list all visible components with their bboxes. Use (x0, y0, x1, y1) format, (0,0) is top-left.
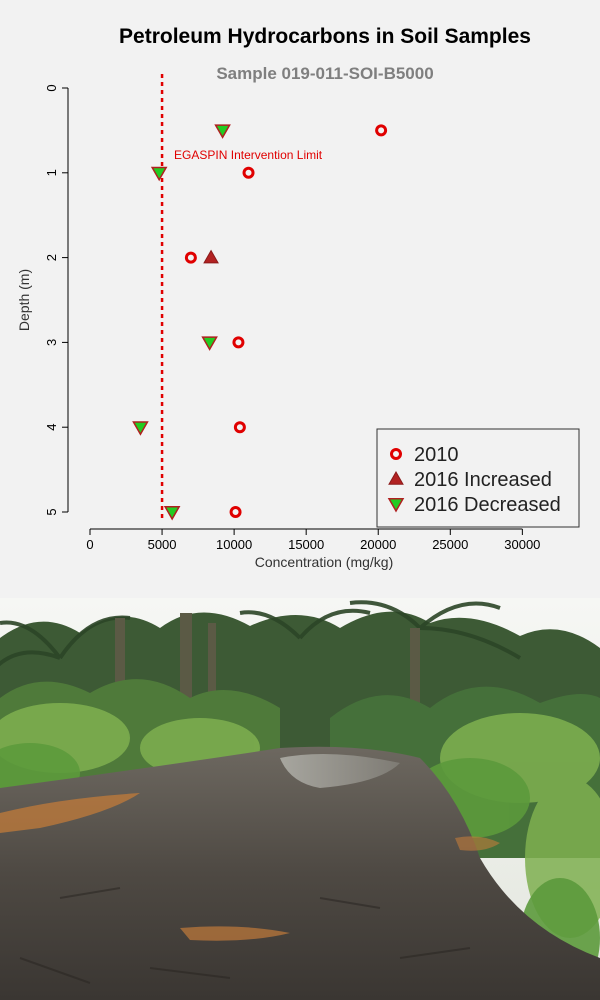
data-point-2010 (375, 124, 388, 137)
y-tick-label: 2 (44, 254, 59, 261)
axes: 0 5000 10000 15000 20000 25000 30000 0 1 2 3 4 5 (44, 84, 540, 552)
data-points (132, 124, 388, 521)
scatter-chart: Petroleum Hydrocarbons in Soil Samples S… (16, 25, 580, 570)
legend-box (376, 428, 580, 528)
y-axis-label: Depth (m) (16, 269, 32, 331)
legend-marker (387, 498, 405, 513)
y-tick-label: 1 (44, 169, 59, 176)
x-axis-label: Concentration (mg/kg) (255, 554, 394, 570)
y-tick-label: 4 (44, 424, 59, 431)
y-tick-label: 5 (44, 508, 59, 515)
data-point-2016-decreased (132, 421, 149, 436)
chart-subtitle: Sample 019-011-SOI-B5000 (216, 64, 433, 83)
legend-marker (388, 470, 404, 485)
x-tick-label: 20000 (360, 537, 396, 552)
legend: 2010 2016 Increased 2016 Decreased (376, 428, 580, 528)
chart-panel: Petroleum Hydrocarbons in Soil Samples S… (16, 25, 580, 570)
reference-line-label: EGASPIN Intervention Limit (174, 148, 323, 162)
reference-line-group: EGASPIN Intervention Limit (160, 74, 323, 518)
data-point-2016-decreased (150, 166, 168, 182)
y-tick-label: 0 (44, 84, 59, 91)
site-photo (0, 598, 600, 1000)
x-tick-label: 5000 (148, 537, 177, 552)
data-point-2010 (233, 421, 246, 434)
data-point-2010 (184, 251, 197, 264)
x-tick-label: 30000 (504, 537, 540, 552)
x-tick-label: 15000 (288, 537, 324, 552)
legend-label: 2010 (414, 444, 459, 466)
legend-label: 2016 Decreased (414, 494, 561, 516)
chart-title: Petroleum Hydrocarbons in Soil Samples (119, 25, 531, 48)
legend-marker (390, 448, 402, 460)
x-tick-label: 10000 (216, 537, 252, 552)
data-point-2010 (229, 506, 242, 518)
photo-icon (0, 598, 600, 1000)
data-point-2016-decreased (163, 506, 181, 521)
x-tick-label: 0 (86, 537, 93, 552)
data-point-2010 (242, 166, 255, 179)
data-point-2016-decreased (201, 336, 218, 351)
y-tick-label: 3 (44, 339, 59, 346)
legend-label: 2016 Increased (414, 469, 552, 491)
data-point-2016-increased (203, 249, 219, 264)
x-tick-label: 25000 (432, 537, 468, 552)
data-point-2016-decreased (214, 124, 231, 139)
data-point-2010 (232, 336, 245, 349)
